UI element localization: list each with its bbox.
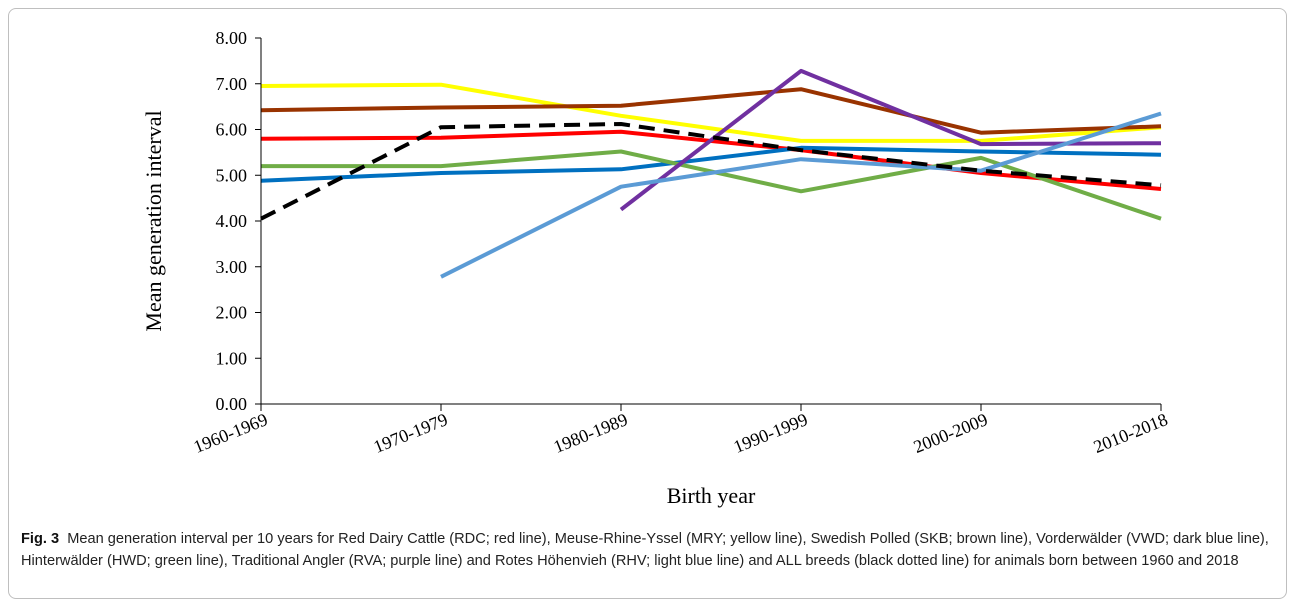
y-tick-label: 1.00 [216, 348, 248, 368]
caption-text: Mean generation interval per 10 years fo… [21, 531, 1269, 569]
y-tick-label: 6.00 [216, 120, 248, 140]
y-tick-label: 7.00 [216, 74, 248, 94]
x-axis-title: Birth year [667, 483, 756, 508]
y-axis-title: Mean generation interval [141, 110, 166, 331]
caption-label: Fig. 3 [21, 531, 60, 547]
y-tick-label: 3.00 [216, 257, 248, 277]
x-tick-label: 1980-1989 [551, 409, 631, 457]
axes-layer [260, 38, 1161, 405]
figure-frame [8, 8, 1287, 599]
x-tick-label: 2000-2009 [911, 409, 991, 457]
ticks-layer: 0.00 1.00 2.00 3.00 4.00 5.00 6.00 7.00 8.00 1960… [191, 28, 1171, 457]
y-tick-label: 4.00 [216, 211, 248, 231]
y-tick-label: 8.00 [216, 28, 248, 48]
figure-caption: Fig. 3 Mean generation interval per 10 y… [21, 528, 1281, 572]
series-line-mry [260, 82, 1162, 143]
series-line-vwd [260, 145, 1162, 183]
series-layer [260, 68, 1162, 279]
series-line-hwd [261, 149, 1162, 221]
y-tick-label: 0.00 [216, 394, 248, 414]
x-tick-label: 2010-2018 [1091, 409, 1171, 457]
series-line-skb [260, 87, 1162, 135]
x-tick-label: 1960-1969 [191, 409, 271, 457]
x-tick-label: 1990-1999 [731, 409, 811, 457]
series-line-all [260, 122, 1162, 221]
y-tick-label: 5.00 [216, 165, 248, 185]
series-line-rhv [440, 111, 1162, 279]
y-tick-label: 2.00 [216, 303, 248, 323]
x-tick-label: 1970-1979 [371, 409, 451, 457]
